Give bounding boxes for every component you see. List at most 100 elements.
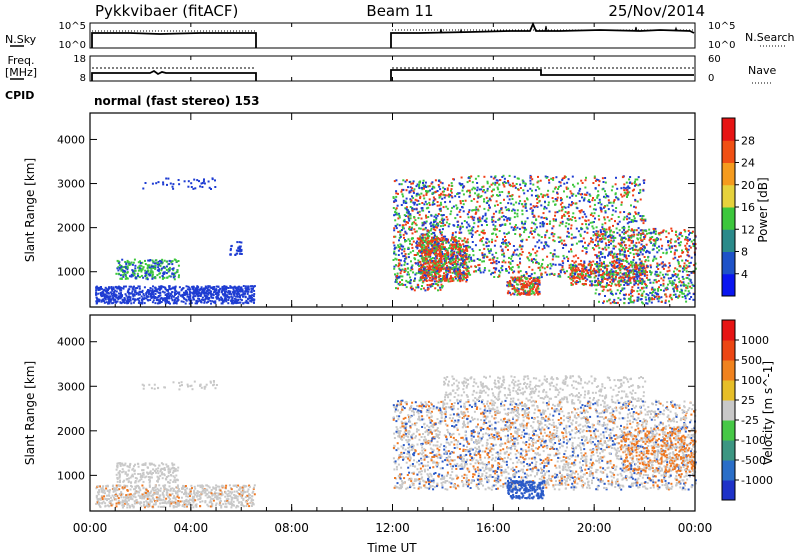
power-point (575, 255, 577, 257)
power-point (182, 294, 184, 296)
power-point (439, 229, 441, 231)
power-point (623, 187, 625, 189)
power-point (583, 264, 585, 266)
power-point (395, 196, 397, 198)
power-point (436, 257, 438, 259)
power-point (407, 271, 409, 273)
power-point (584, 277, 586, 279)
power-point (416, 208, 418, 210)
power-point (455, 272, 457, 274)
power-point (250, 285, 252, 287)
power-point (651, 289, 653, 291)
power-point (448, 184, 450, 186)
power-point (560, 199, 562, 201)
power-point (571, 237, 573, 239)
power-point (179, 286, 181, 288)
power-point (540, 265, 542, 267)
power-point (421, 285, 423, 287)
power-point (437, 190, 439, 192)
power-point (522, 182, 524, 184)
power-point (210, 297, 212, 299)
power-point (612, 186, 614, 188)
power-point (144, 286, 146, 288)
power-point (191, 186, 193, 188)
power-point (541, 236, 543, 238)
power-point (615, 270, 617, 272)
power-point (497, 188, 499, 190)
power-point (470, 229, 472, 231)
power-point (396, 279, 398, 281)
power-point (686, 277, 688, 279)
power-point (508, 232, 510, 234)
power-point (431, 188, 433, 190)
power-point (425, 279, 427, 281)
power-point (404, 268, 406, 270)
power-point (580, 263, 582, 265)
power-point (491, 221, 493, 223)
power-point (642, 273, 644, 275)
power-point (167, 289, 169, 291)
power-point (466, 241, 468, 243)
power-point (457, 224, 459, 226)
power-point (234, 286, 236, 288)
power-point (162, 181, 164, 183)
power-point (396, 275, 398, 277)
power-point (141, 303, 143, 305)
power-point (439, 248, 441, 250)
date-label: 25/Nov/2014 (608, 2, 705, 20)
power-point (534, 228, 536, 230)
power-point (543, 208, 545, 210)
power-point (604, 222, 606, 224)
power-point (528, 252, 530, 254)
power-point (491, 195, 493, 197)
power-point (422, 234, 424, 236)
power-point (170, 297, 172, 299)
power-point (618, 285, 620, 287)
power-point (523, 192, 525, 194)
power-point (424, 274, 426, 276)
power-point (424, 263, 426, 265)
power-point (522, 213, 524, 215)
power-point (540, 217, 542, 219)
power-point (544, 236, 546, 238)
power-point (398, 239, 400, 241)
power-point (578, 269, 580, 271)
power-point (608, 220, 610, 222)
power-point (425, 270, 427, 272)
power-point (623, 288, 625, 290)
power-point (568, 206, 570, 208)
power-point (561, 239, 563, 241)
power-point (562, 208, 564, 210)
power-point (412, 210, 414, 212)
power-point (409, 240, 411, 242)
power-point (579, 217, 581, 219)
power-point (548, 245, 550, 247)
power-point (505, 268, 507, 270)
power-point (137, 275, 139, 277)
power-point (138, 265, 140, 267)
power-point (533, 237, 535, 239)
power-point (509, 292, 511, 294)
power-point (446, 216, 448, 218)
power-point (395, 264, 397, 266)
power-point (570, 248, 572, 250)
power-point (110, 286, 112, 288)
power-point (516, 249, 518, 251)
power-point (577, 192, 579, 194)
power-point (139, 288, 141, 290)
power-point (623, 211, 625, 213)
power-point (455, 204, 457, 206)
power-point (393, 259, 395, 261)
power-point (537, 285, 539, 287)
power-point (421, 207, 423, 209)
power-point (129, 298, 131, 300)
power-point (484, 269, 486, 271)
power-point (473, 254, 475, 256)
power-point (132, 294, 134, 296)
power-point (448, 247, 450, 249)
power-point (458, 196, 460, 198)
power-point (434, 241, 436, 243)
power-point (159, 294, 161, 296)
power-point (619, 235, 621, 237)
power-point (628, 226, 630, 228)
